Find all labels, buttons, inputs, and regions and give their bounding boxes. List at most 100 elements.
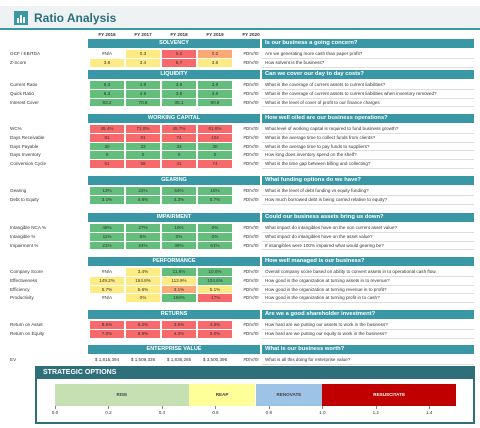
cell: #DIV/0! [234, 329, 268, 339]
cell: 3.4 [126, 58, 160, 68]
cell: #DIV/0! [234, 151, 268, 161]
cell: 3.8 [198, 58, 232, 68]
cell: 64% [162, 187, 196, 196]
row-label: Z-Score [10, 59, 27, 65]
tick-mark [55, 406, 56, 409]
cell: #DIV/0! [234, 232, 268, 242]
question: What is the time gap between billing and… [262, 160, 474, 169]
cell: 74 [198, 160, 232, 169]
cell: 9.2% [126, 321, 160, 330]
cell: #DIV/0! [234, 160, 268, 169]
tick-mark [375, 406, 377, 409]
cell: 0 [162, 151, 196, 161]
tick-label: 1.2 [372, 410, 379, 415]
section-header: IMPAIRMENT [88, 213, 260, 222]
tick-label: 0.0 [51, 410, 59, 415]
band [322, 384, 456, 406]
cell: 0% [126, 294, 160, 304]
question: Overall company score based on ability t… [262, 268, 474, 277]
question: How hard are we putting our assets to wo… [262, 321, 474, 330]
question-header: How well oiled are our business operatio… [262, 114, 474, 123]
question-header: What funding options do we have? [262, 176, 474, 185]
row-label: Intangible NCA % [10, 225, 47, 230]
section-header: WORKING CAPITAL [88, 114, 260, 123]
cell: 156% [162, 294, 196, 304]
cell: 0 [90, 151, 124, 161]
cell: 33 [126, 142, 160, 152]
section-header: LIQUIDITY [88, 70, 260, 79]
cell: 58 [126, 160, 160, 169]
cell: 30 [90, 142, 124, 152]
cell: 4.9% [198, 321, 232, 330]
section-header: SOLVENCY [88, 39, 260, 48]
cell: 0.2 [162, 50, 196, 59]
cell: 0% [198, 232, 232, 242]
icon [14, 11, 28, 25]
cell: 8% [126, 232, 160, 242]
question: What is the coverage of current assets t… [262, 90, 474, 99]
cell: #DIV/0! [234, 294, 268, 304]
tick-mark [161, 406, 163, 409]
cell: #DIV/0! [234, 50, 268, 59]
cell: #DIV/0! [234, 285, 268, 295]
cell: 4.3% [162, 329, 196, 339]
column-header: FY 2017 [134, 32, 152, 37]
cell: 0 [198, 151, 232, 161]
cell: 0% [162, 232, 196, 242]
column-header: FY 2018 [170, 32, 188, 37]
cell: 149.2% [90, 276, 124, 286]
band [255, 384, 323, 406]
cell: #DIV/0! [234, 133, 268, 143]
question-header: Can we cover our day to day costs? [262, 70, 474, 79]
cell: #DIV/0! [234, 89, 268, 99]
question: What level of working capital is require… [262, 125, 474, 134]
cell: 5.0% [198, 329, 232, 339]
cell: #DIV/0! [234, 195, 268, 205]
title: Ratio Analysis [34, 11, 117, 25]
cell: 0.2 [198, 50, 232, 59]
cell: 3.9 [162, 81, 196, 90]
row-label: Current Ratio [10, 82, 38, 87]
question: How good is the organization at turning … [262, 294, 474, 304]
section-header: ENTERPRISE VALUE [88, 345, 260, 354]
cell: #DIV/0! [234, 276, 268, 286]
row-label: Productivity [10, 295, 34, 301]
tick-mark [429, 406, 431, 409]
cell: #DIV/0! [234, 268, 268, 277]
tick-mark [215, 406, 217, 409]
tick-label: 0.8 [265, 410, 273, 415]
tick-mark [268, 406, 270, 409]
cell: $ 1,815,394 [90, 356, 124, 365]
cell: 51 [90, 160, 124, 169]
row-label: Debt to Equity [10, 196, 39, 202]
cell: 4.8% [126, 195, 160, 205]
cell: 0.7% [198, 195, 232, 205]
row-label: Days Receivable [10, 134, 45, 140]
cell: 4.3% [162, 195, 196, 205]
question: What is the average time to pay funds to… [262, 143, 474, 152]
cell: #N/A [90, 50, 124, 59]
question-header: Are we a good shareholder investment? [262, 310, 474, 319]
band-label: REAP [215, 392, 229, 397]
cell: 70.6 [126, 98, 160, 108]
cell: 11.8% [162, 268, 196, 277]
section-header: RETURNS [88, 310, 260, 319]
question: What is the level of debt funding vs equ… [262, 187, 474, 196]
cell: $ 1,509,336 [126, 356, 160, 365]
question: How hard are we putting our equity to wo… [262, 330, 474, 339]
cell: #N/A [90, 268, 124, 277]
cell: 3.1% [162, 285, 196, 295]
panel-header: STRATEGIC OPTIONS [35, 366, 475, 379]
cell: 90.9 [198, 98, 232, 108]
cell: -17% [198, 294, 232, 304]
cell: 164.8% [126, 276, 160, 286]
question-header: Could our business assets bring us down? [262, 213, 474, 222]
question: What is all this doing for enterprise va… [262, 356, 474, 365]
cell: 3.1% [90, 195, 124, 205]
band-label: RESUSCITATE [373, 392, 406, 397]
cell: 36% [162, 241, 196, 251]
cell: 48% [90, 224, 124, 233]
column-header: FY 2016 [98, 32, 116, 37]
cell: 21% [90, 241, 124, 251]
band-label: RISE [116, 392, 128, 397]
